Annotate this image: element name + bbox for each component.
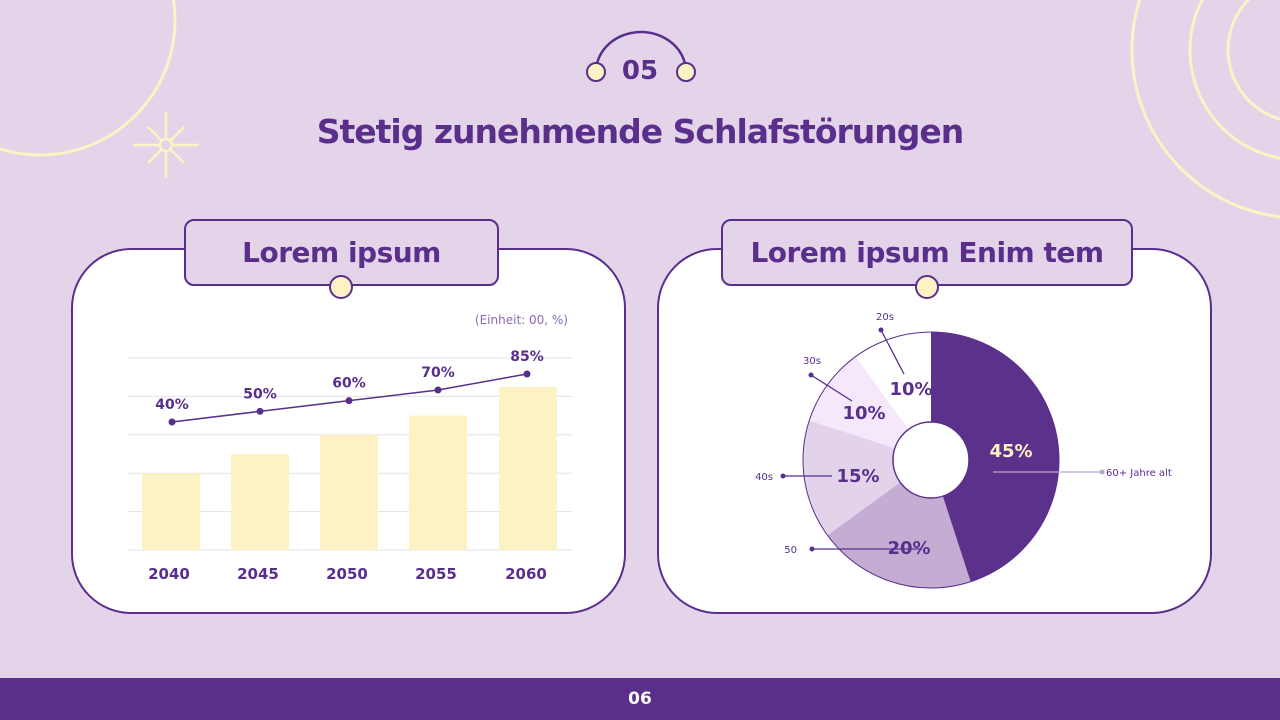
donut-slice xyxy=(803,420,931,536)
slide-title: Stetig zunehmende Schlafstörungen xyxy=(316,112,965,151)
data-label: 85% xyxy=(510,349,544,365)
data-label: 40% xyxy=(155,397,189,413)
unit-note: (Einheit: 00, %) xyxy=(475,313,568,327)
line-point xyxy=(256,407,264,415)
leader-dot xyxy=(808,372,814,378)
slice-label: 20% xyxy=(887,538,930,559)
x-tick-label: 2045 xyxy=(237,565,279,583)
slice-label: 10% xyxy=(889,379,932,400)
donut-slice xyxy=(931,332,1059,582)
bar xyxy=(231,454,289,550)
bar xyxy=(409,415,467,550)
leader-line xyxy=(810,374,853,402)
data-label: 50% xyxy=(243,386,277,402)
sparkle-icon xyxy=(133,112,199,178)
leader-dot xyxy=(1099,469,1105,475)
leader-dot xyxy=(878,327,884,333)
donut-chart-title: Lorem ipsum Enim tem xyxy=(721,219,1133,286)
deco-circle xyxy=(0,0,177,157)
deco-rings xyxy=(1130,0,1280,219)
x-tick-label: 2060 xyxy=(505,565,547,583)
data-label: 60% xyxy=(332,376,366,392)
card-knob xyxy=(329,275,353,299)
card-knob xyxy=(915,275,939,299)
slice-name: 40s xyxy=(755,472,773,483)
donut-hole xyxy=(892,421,970,499)
line-point xyxy=(345,397,353,405)
slice-label: 45% xyxy=(989,441,1032,462)
leader-dot xyxy=(780,473,786,479)
slice-name: 50 xyxy=(784,545,797,556)
slide-number: 05 xyxy=(621,56,659,86)
bar xyxy=(499,386,557,550)
x-tick-label: 2040 xyxy=(148,565,190,583)
leader-dot xyxy=(809,546,815,552)
slice-label: 15% xyxy=(836,466,879,487)
x-tick-label: 2050 xyxy=(326,565,368,583)
donut-outline xyxy=(802,331,1060,589)
slice-name: 20s xyxy=(876,312,894,323)
slice-name: 60+ Jahre alt xyxy=(1106,468,1172,479)
x-tick-label: 2055 xyxy=(415,565,457,583)
line-point xyxy=(434,386,442,394)
line-point xyxy=(523,370,531,378)
footer-page-number: 06 xyxy=(0,678,1280,720)
number-arc xyxy=(594,30,688,73)
donut-chart: 60+ Jahre alt 45% 50 20% 40s 15% 30s 10% 20s 10% xyxy=(755,312,1172,589)
line-point xyxy=(168,418,176,426)
bar-chart-title: Lorem ipsum xyxy=(184,219,499,286)
slice-label: 10% xyxy=(842,403,885,424)
slice-name: 30s xyxy=(803,356,821,367)
data-label: 70% xyxy=(421,365,455,381)
leader-line xyxy=(880,329,905,375)
bar xyxy=(320,434,378,550)
donut-slice xyxy=(809,356,931,460)
bar xyxy=(142,473,200,550)
bar-chart: (Einheit: 00, %) 2040 2045 2050 2055 2060 40%… xyxy=(127,313,572,583)
